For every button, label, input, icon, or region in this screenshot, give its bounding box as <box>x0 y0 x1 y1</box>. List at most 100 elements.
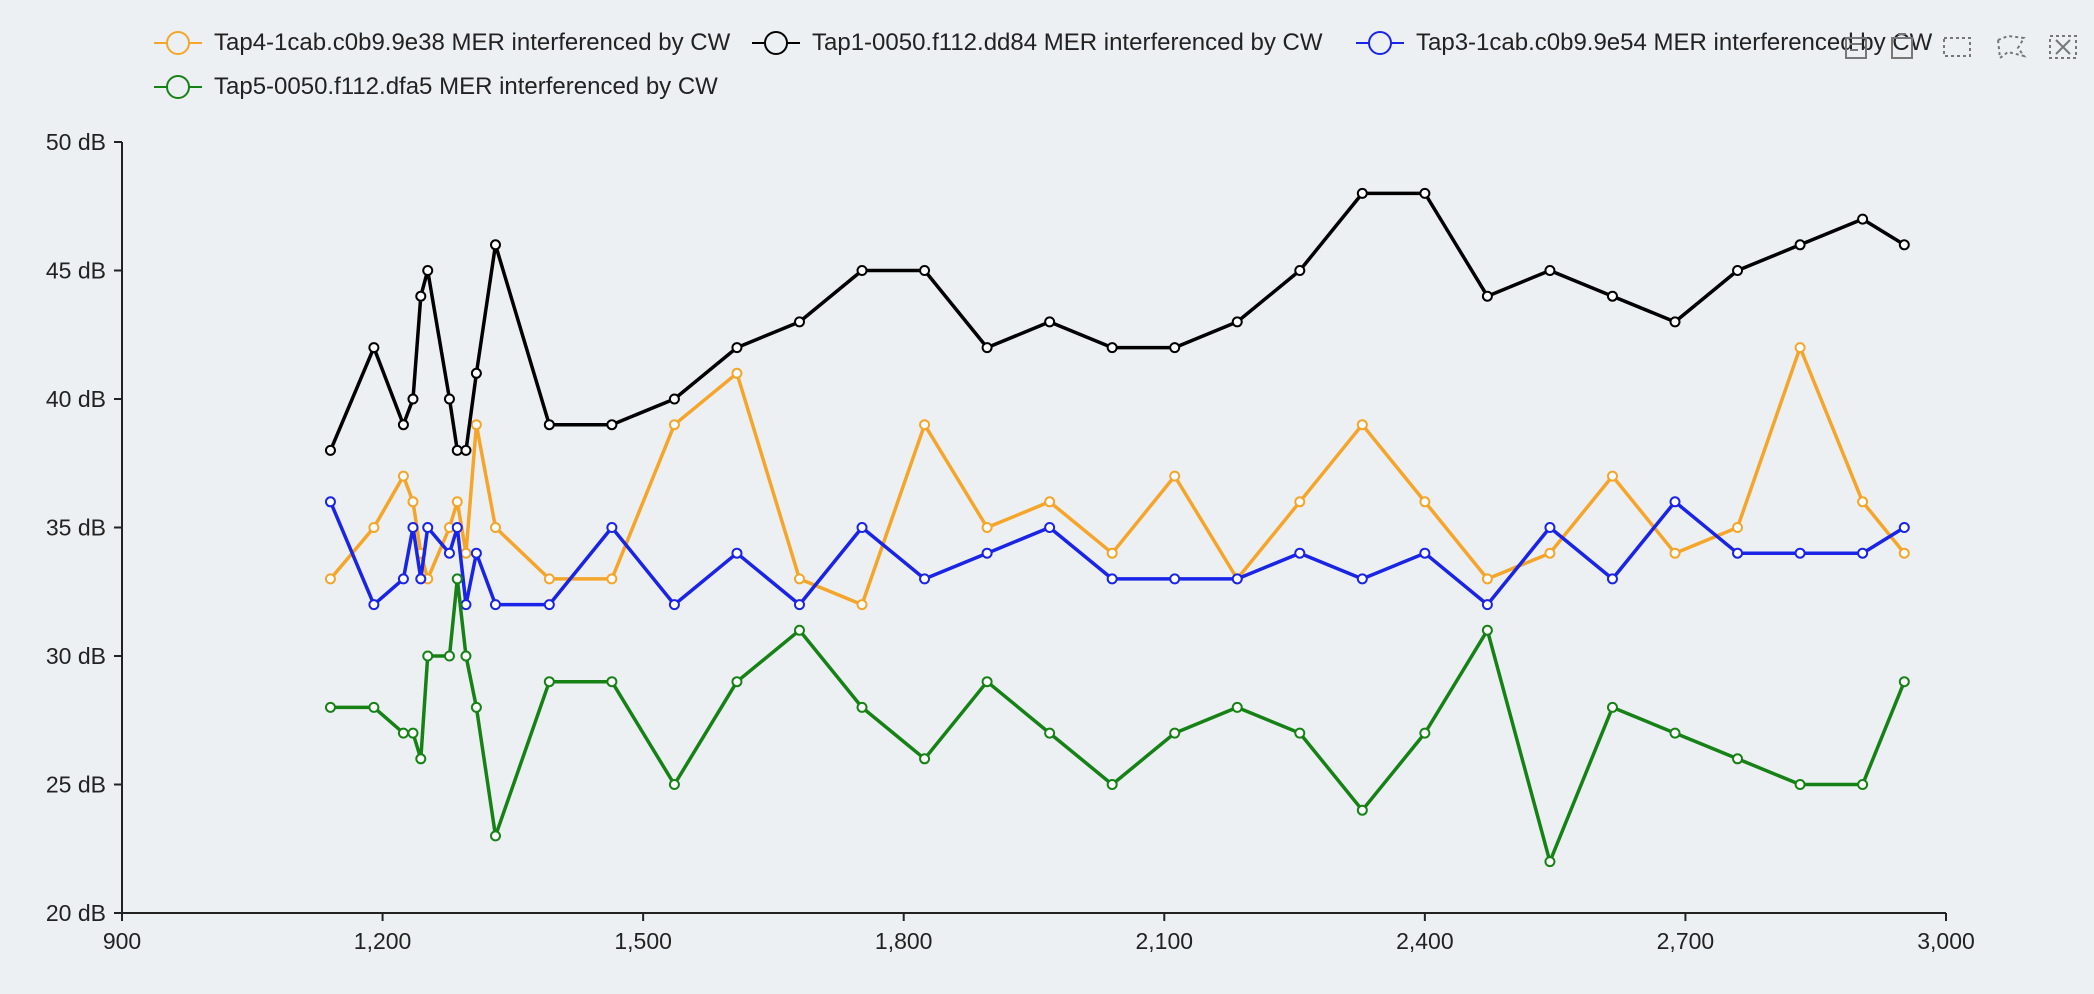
data-point <box>422 650 434 662</box>
data-point <box>443 650 455 662</box>
data-point <box>981 522 993 533</box>
data-point <box>1481 624 1493 636</box>
data-point <box>451 496 463 508</box>
data-point <box>415 753 427 765</box>
data-point <box>1169 470 1181 482</box>
data-point <box>543 676 555 688</box>
data-point <box>606 522 618 533</box>
data-point <box>793 599 805 611</box>
x-tick-label: 3,000 <box>1917 928 1975 954</box>
data-point <box>415 290 427 302</box>
x-tick-label: 2,100 <box>1136 928 1194 954</box>
y-tick-label: 20 dB <box>46 900 106 926</box>
data-point <box>1732 265 1744 276</box>
data-point <box>1044 496 1056 508</box>
data-point <box>1898 522 1910 533</box>
lasso-select-icon[interactable] <box>1994 30 2028 64</box>
data-point <box>415 573 427 585</box>
data-point <box>668 419 680 431</box>
data-point <box>1419 547 1431 559</box>
data-point <box>1732 547 1744 559</box>
data-point <box>543 599 555 611</box>
data-point <box>1669 547 1681 559</box>
restore-icon[interactable] <box>1886 30 1920 64</box>
data-point <box>489 599 501 611</box>
data-point <box>1669 727 1681 739</box>
data-point <box>1419 496 1431 508</box>
x-tick-label: 2,700 <box>1657 928 1715 954</box>
data-point <box>1044 522 1056 533</box>
x-tick-label: 900 <box>103 928 141 954</box>
data-point <box>324 701 336 713</box>
data-point <box>731 547 743 559</box>
series-line-1 <box>329 345 1906 607</box>
data-point <box>1294 547 1306 559</box>
data-point <box>856 701 868 713</box>
data-point <box>1044 727 1056 739</box>
data-point <box>460 547 472 559</box>
data-point <box>1106 779 1118 790</box>
data-point <box>919 419 931 431</box>
data-point <box>1857 779 1869 790</box>
data-point <box>793 573 805 585</box>
y-tick-label: 30 dB <box>46 643 106 669</box>
data-point <box>856 599 868 611</box>
data-point <box>919 573 931 585</box>
data-point <box>1794 239 1806 251</box>
data-point <box>1606 573 1618 585</box>
data-point <box>368 701 380 713</box>
data-point <box>1356 187 1368 199</box>
legend-item-2[interactable]: Tap1-0050.f112.dd84 MER interferenced by… <box>750 28 1323 58</box>
series-line-4 <box>330 577 1906 864</box>
legend-marker-icon <box>154 31 202 55</box>
data-point <box>1794 342 1806 354</box>
data-point <box>543 573 555 585</box>
data-point <box>470 701 482 713</box>
data-point <box>470 419 482 431</box>
legend-item-1[interactable]: Tap4-1cab.c0b9.9e38 MER interferenced by… <box>152 28 730 58</box>
data-point <box>1044 316 1056 328</box>
data-point <box>1169 573 1181 585</box>
y-tick-label: 25 dB <box>46 772 106 798</box>
legend-marker-icon <box>752 31 800 55</box>
data-point <box>407 393 419 405</box>
series-line-3 <box>328 500 1906 607</box>
data-point <box>1606 290 1618 302</box>
data-point <box>443 547 455 559</box>
x-tick-label: 1,200 <box>354 928 412 954</box>
chart-toolbox <box>1840 30 2080 70</box>
data-point <box>1481 573 1493 585</box>
data-point <box>451 444 463 456</box>
data-point <box>919 753 931 765</box>
legend-item-4[interactable]: Tap5-0050.f112.dfa5 MER interferenced by… <box>152 72 718 102</box>
clear-selection-icon[interactable] <box>2046 30 2080 64</box>
legend-label: Tap4-1cab.c0b9.9e38 MER interferenced by… <box>214 29 731 56</box>
x-tick-label: 1,500 <box>614 928 672 954</box>
data-point <box>489 522 501 533</box>
data-point <box>422 265 434 276</box>
data-point <box>1294 265 1306 276</box>
data-point <box>470 547 482 559</box>
data-point <box>668 779 680 790</box>
data-point <box>1669 496 1681 508</box>
legend-label: Tap5-0050.f112.dfa5 MER interferenced by… <box>214 73 718 100</box>
data-point <box>324 496 336 508</box>
data-point <box>606 573 618 585</box>
data-point <box>470 367 482 379</box>
series-line-2 <box>328 191 1906 453</box>
data-point <box>368 342 380 354</box>
y-tick-label: 45 dB <box>46 258 106 284</box>
data-point <box>397 419 409 431</box>
data-point <box>856 522 868 533</box>
data-point <box>919 265 931 276</box>
data-point <box>397 727 409 739</box>
data-point <box>1106 547 1118 559</box>
y-tick-label: 35 dB <box>46 515 106 541</box>
data-point <box>981 547 993 559</box>
data-view-icon[interactable] <box>1840 30 1874 64</box>
data-point <box>489 239 501 251</box>
data-point <box>1794 779 1806 790</box>
data-point <box>731 676 743 688</box>
zoom-select-icon[interactable] <box>1940 30 1974 64</box>
